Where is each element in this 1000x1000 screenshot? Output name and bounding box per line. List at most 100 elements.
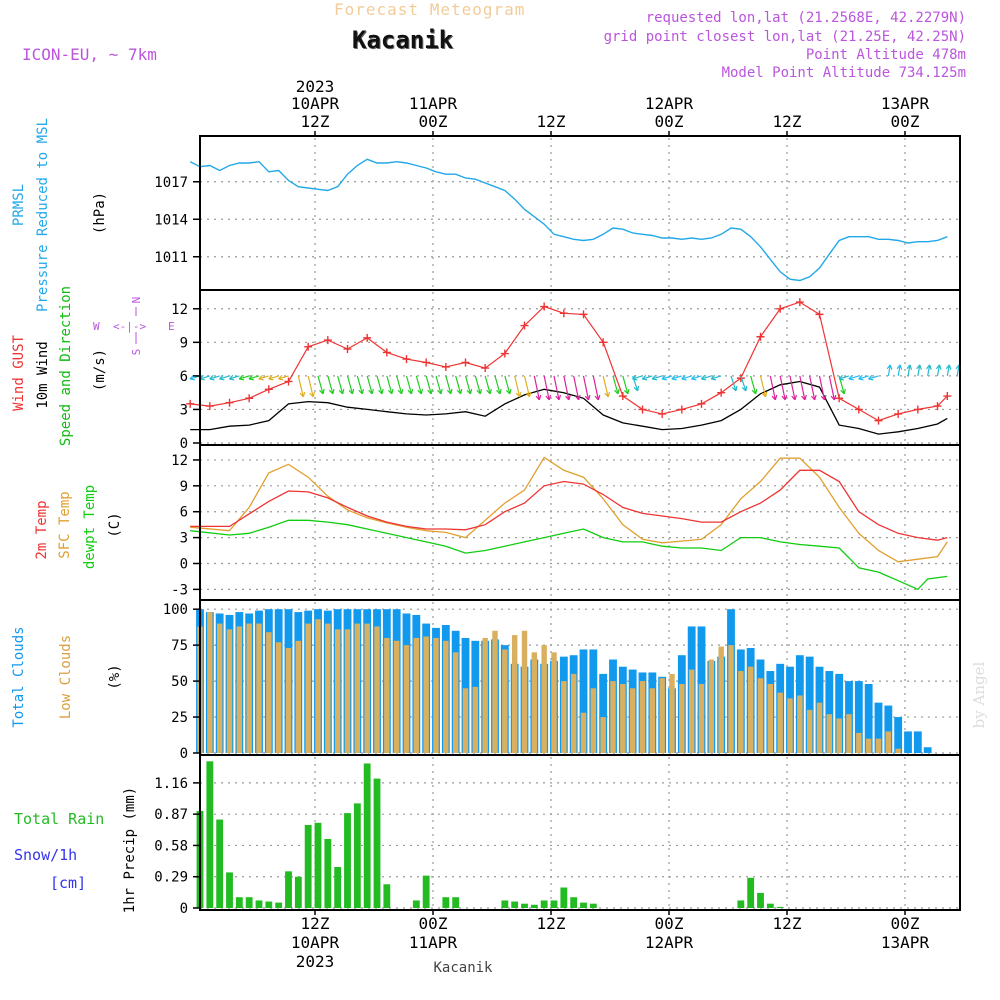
wind-direction-arrowhead (387, 388, 394, 395)
gust-marker (343, 345, 352, 354)
low-cloud-bar (246, 623, 252, 753)
wind-direction-arrow (750, 375, 757, 395)
gust-marker (795, 298, 804, 307)
gust-line (190, 301, 948, 422)
wind-direction-arrow (435, 375, 442, 395)
wind-direction-arrowhead (309, 391, 316, 398)
wind-direction-arrow (396, 375, 403, 395)
precip-bar (776, 906, 784, 908)
gust-marker (441, 362, 450, 371)
wind-direction-arrowhead (505, 388, 512, 395)
y-tick-label: 1011 (154, 250, 188, 266)
wind-direction-arrowhead (830, 394, 837, 401)
gust-marker (304, 342, 313, 351)
wind-direction-arrowhead (338, 388, 345, 395)
wind-direction-arrow (366, 375, 373, 395)
compass-n: N (130, 297, 143, 304)
y-tick-label: 0.58 (154, 838, 188, 854)
wind-direction-arrow (229, 375, 240, 380)
gust-marker (225, 398, 234, 407)
y-tick-label: 75 (171, 638, 188, 654)
precip-bar (540, 900, 548, 908)
low-cloud-bar (669, 673, 675, 753)
point-altitude: Point Altitude 478m (805, 47, 966, 63)
wind-direction-arrow (445, 375, 452, 395)
low-cloud-bar (836, 718, 842, 753)
requested-coords: requested lon,lat (21.2568E, 42.2279N) (645, 10, 966, 26)
low-cloud-bar (305, 623, 311, 753)
y-tick-label: 0.87 (154, 807, 188, 823)
compass-rose: W <-|-> E N S (93, 297, 175, 356)
wind-direction-arrowhead (189, 374, 196, 381)
wind-direction-arrowhead (810, 394, 817, 401)
label-prmsl: PRMSL (11, 184, 27, 226)
y-tick-label: 3 (180, 402, 188, 418)
low-cloud-bar (570, 673, 577, 753)
wind-direction-arrow (661, 375, 673, 380)
wind-direction-arrow (425, 375, 432, 395)
meteogram-title: Forecast Meteogram (334, 0, 526, 19)
wind-direction-arrowhead (820, 394, 827, 401)
top-date-label: 10APR (291, 94, 340, 113)
low-cloud-bar (433, 637, 439, 753)
label-percent: (%) (107, 664, 123, 689)
wind-direction-arrowhead (751, 388, 758, 395)
wind-direction-arrow (828, 375, 835, 401)
precip-bar (530, 904, 538, 908)
wind-direction-arrow (386, 375, 393, 395)
wind-direction-arrowhead (594, 394, 601, 401)
label-pressure-msl: Pressure Reduced to MSL (35, 118, 51, 312)
gust-marker (461, 358, 470, 367)
low-cloud-bar (875, 738, 882, 753)
wind-direction-arrow (533, 375, 540, 401)
wind-direction-arrowhead (691, 374, 697, 381)
wind-direction-arrowhead (258, 374, 264, 381)
gust-marker (756, 332, 765, 341)
precip-bar (206, 761, 214, 908)
wind-direction-arrow (651, 375, 663, 380)
total-cloud-bar (874, 702, 883, 753)
low-cloud-bar (256, 623, 262, 753)
top-hour-label: 12Z (301, 112, 330, 131)
precip-bar (226, 872, 233, 908)
label-speed-direction: Speed and Direction (58, 286, 74, 446)
gust-marker (638, 405, 647, 414)
wind-direction-arrowhead (700, 374, 707, 381)
wind-direction-arrow (464, 375, 472, 395)
gust-marker (205, 402, 214, 411)
top-hour-label: 00Z (891, 112, 920, 131)
wind-direction-arrowhead (417, 388, 424, 395)
y-tick-label: 0.29 (154, 870, 188, 886)
wind-direction-arrow (543, 375, 550, 401)
low-cloud-bar (354, 623, 361, 753)
low-cloud-bar (895, 748, 901, 753)
wind-direction-arrow (671, 375, 683, 380)
bottom-hour-label: 00Z (655, 914, 684, 933)
bottom-date-label: 13APR (881, 933, 930, 952)
low-cloud-bar (393, 640, 400, 753)
wind-direction-arrowhead (248, 374, 255, 381)
wind-direction-arrowhead (407, 388, 414, 395)
y-tick-label: 0 (180, 436, 188, 452)
gust-marker (854, 405, 863, 414)
low-cloud-bar (590, 688, 597, 753)
wind-direction-arrowhead (838, 374, 845, 381)
wind-direction-arrowhead (446, 388, 453, 395)
y-tick-label: 0 (180, 556, 188, 572)
wind-direction-arrowhead (555, 394, 562, 401)
low-cloud-bar (295, 640, 302, 753)
low-cloud-bar (856, 732, 862, 753)
wind-direction-arrowhead (545, 394, 552, 401)
total-cloud-bar (854, 681, 863, 753)
wind-direction-arrow (917, 364, 921, 376)
wind-direction-arrowhead (858, 374, 864, 381)
low-cloud-bar (285, 648, 292, 753)
total-cloud-bar (825, 671, 834, 753)
low-cloud-bar (423, 636, 429, 753)
wind-direction-arrow (602, 375, 609, 398)
bottom-hour-label: 12Z (301, 914, 330, 933)
label-wind-gust: Wind GUST (11, 335, 27, 411)
precip-bar (324, 838, 332, 908)
